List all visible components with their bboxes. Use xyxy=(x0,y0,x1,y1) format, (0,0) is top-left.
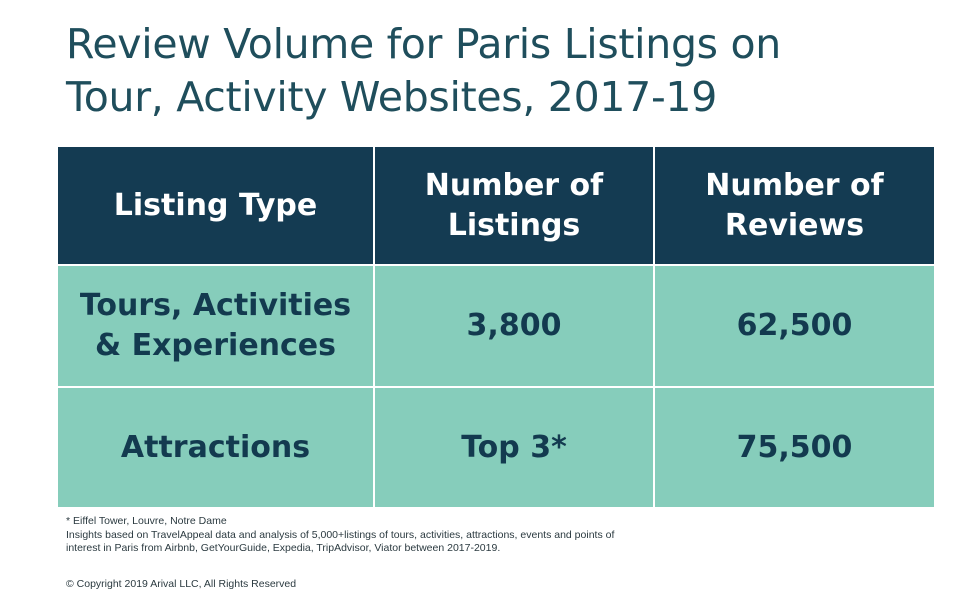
header-listings-line-1: Number of xyxy=(424,167,604,203)
footnotes: * Eiffel Tower, Louvre, Notre Dame Insig… xyxy=(66,515,926,556)
table-row: Tours, Activities & Experiences 3,800 62… xyxy=(58,264,934,387)
footnote-source-line-2: interest in Paris from Airbnb, GetYourGu… xyxy=(66,542,501,554)
header-number-of-reviews: Number of Reviews xyxy=(654,147,934,265)
cell-listing-type-line-1: Tours, Activities xyxy=(79,288,352,323)
cell-listings: Top 3* xyxy=(374,386,655,507)
title-line-1: Review Volume for Paris Listings on xyxy=(66,20,781,68)
header-reviews-line-2: Reviews xyxy=(724,207,865,243)
header-listing-type-text: Listing Type xyxy=(113,187,318,223)
cell-listings: 3,800 xyxy=(374,264,655,387)
cell-reviews: 75,500 xyxy=(654,386,934,507)
cell-reviews: 62,500 xyxy=(654,264,934,387)
footnote-asterisk: * Eiffel Tower, Louvre, Notre Dame xyxy=(66,515,227,527)
footnote-source-line-1: Insights based on TravelAppeal data and … xyxy=(66,528,615,541)
cell-listing-type-line-1: Attractions xyxy=(120,429,311,465)
header-number-of-listings: Number of Listings xyxy=(374,147,655,265)
data-table: Listing Type Number of Listings Number o… xyxy=(58,147,934,507)
cell-listing-type: Attractions xyxy=(58,386,375,507)
cell-listing-type: Tours, Activities & Experiences xyxy=(58,264,375,387)
header-reviews-line-1: Number of xyxy=(705,167,884,203)
copyright-notice: © Copyright 2019 Arival LLC, All Rights … xyxy=(66,578,297,590)
table-row: Attractions Top 3* 75,500 xyxy=(58,386,934,507)
header-listing-type: Listing Type xyxy=(58,147,375,265)
chart-title: Review Volume for Paris Listings on Tour… xyxy=(66,18,946,124)
title-line-2: Tour, Activity Websites, 2017-19 xyxy=(66,73,718,121)
header-row: Listing Type Number of Listings Number o… xyxy=(58,147,934,265)
header-listings-line-2: Listings xyxy=(447,207,581,243)
cell-listing-type-line-2: & Experiences xyxy=(94,328,337,363)
